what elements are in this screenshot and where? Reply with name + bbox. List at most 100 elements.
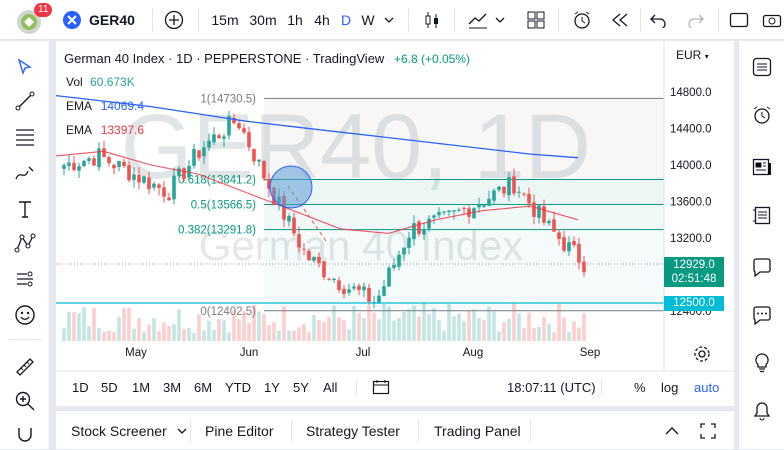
- candle-body: [432, 215, 436, 218]
- volume-bar: [487, 306, 491, 341]
- snapshot-button[interactable]: [760, 0, 784, 40]
- interval-15m[interactable]: 15m: [211, 12, 239, 28]
- interval-30m[interactable]: 30m: [249, 12, 277, 28]
- indicators-button[interactable]: [466, 0, 490, 40]
- logo-button[interactable]: 11: [8, 0, 53, 40]
- measure-tool[interactable]: [9, 353, 41, 381]
- currency-selector[interactable]: EUR ▾: [676, 48, 709, 62]
- hints-button[interactable]: [746, 347, 778, 379]
- alerts-button[interactable]: [746, 99, 778, 131]
- tab-stock-screener[interactable]: Stock Screener: [71, 411, 187, 450]
- chart-type-button[interactable]: [420, 0, 444, 40]
- volume-bar: [567, 331, 571, 341]
- volume-bar: [502, 321, 506, 341]
- range-5y[interactable]: 5Y: [293, 379, 309, 395]
- interval-1h[interactable]: 1h: [287, 12, 303, 28]
- emoji-tool[interactable]: [9, 301, 41, 329]
- ema-short-legend[interactable]: EMA 13397.6: [66, 123, 144, 137]
- zoom-tool[interactable]: [9, 387, 41, 415]
- candle-body: [112, 164, 116, 169]
- percent-toggle[interactable]: %: [634, 379, 646, 395]
- tab-pine-editor[interactable]: Pine Editor: [205, 422, 274, 439]
- last-price-value: 12929.0: [673, 259, 715, 271]
- symbol-search[interactable]: GER40: [89, 12, 135, 28]
- interval-dropdown[interactable]: [382, 0, 396, 40]
- cursor-tool[interactable]: [9, 53, 41, 81]
- candle-body: [147, 177, 151, 190]
- volume-bar: [472, 309, 476, 341]
- fib-tool[interactable]: [9, 123, 41, 151]
- candle-body: [467, 208, 471, 217]
- candle-body: [537, 205, 541, 218]
- undo-button[interactable]: [646, 0, 670, 40]
- range-3m[interactable]: 3M: [163, 379, 182, 395]
- brush-tool[interactable]: [9, 159, 41, 187]
- volume-bar: [222, 320, 226, 341]
- maximize-panel-button[interactable]: [700, 411, 716, 450]
- range-5d[interactable]: 5D: [101, 379, 118, 395]
- fullscreen-button[interactable]: [727, 0, 751, 40]
- log-toggle[interactable]: log: [661, 379, 679, 395]
- toolbar-divider: [8, 339, 42, 340]
- interval-4h[interactable]: 4h: [314, 12, 330, 28]
- price-axis[interactable]: 14800.014400.014000.013600.013200.012400…: [670, 87, 712, 318]
- candle-body: [322, 261, 326, 278]
- chart-settings-button[interactable]: [692, 344, 712, 364]
- range-ytd[interactable]: YTD: [225, 379, 251, 395]
- volume-bar: [97, 327, 101, 341]
- fibonacci-retracement[interactable]: 1(14730.5) 0.618(13841.2) 0.5(13566.5) 0.38…: [178, 93, 664, 318]
- volume-bar: [112, 332, 116, 341]
- auto-toggle[interactable]: auto: [694, 379, 720, 395]
- volume-bar: [582, 313, 586, 341]
- ema-long-legend[interactable]: EMA 14069.4: [66, 99, 144, 113]
- candle-body: [517, 191, 521, 193]
- layout-icon: [527, 11, 545, 29]
- volume-legend[interactable]: Vol 60.673K: [66, 75, 135, 89]
- candle-body: [572, 241, 576, 246]
- range-1m[interactable]: 1M: [132, 379, 151, 395]
- indicators-dropdown[interactable]: [494, 0, 506, 40]
- magnet-tool[interactable]: [9, 421, 41, 449]
- candle-body: [577, 243, 581, 263]
- volume-bar: [152, 318, 156, 341]
- tab-trading-panel[interactable]: Trading Panel: [434, 422, 521, 439]
- collapse-panel-button[interactable]: [664, 411, 680, 450]
- bell-icon: [753, 402, 771, 421]
- trend-line-tool[interactable]: [9, 87, 41, 115]
- price-chart[interactable]: GER40, 1D German 40 Index 1(14730.5)0.61…: [56, 41, 734, 406]
- forecast-tool[interactable]: [9, 265, 41, 293]
- volume-bar: [497, 331, 501, 341]
- candle-body: [497, 186, 501, 190]
- notifications-button[interactable]: [746, 395, 778, 427]
- add-symbol-button[interactable]: [162, 0, 186, 40]
- trend-line-icon: [15, 91, 35, 111]
- highlight-circle[interactable]: [269, 165, 313, 209]
- pattern-tool[interactable]: [9, 229, 41, 257]
- news-button[interactable]: [746, 151, 778, 183]
- watchlist-button[interactable]: [746, 51, 778, 83]
- volume-bar: [312, 314, 316, 341]
- chats-button[interactable]: [746, 299, 778, 331]
- interval-w[interactable]: W: [361, 12, 375, 28]
- go-to-date-button[interactable]: [372, 374, 390, 400]
- chevron-down-icon: [384, 17, 394, 23]
- data-window-button[interactable]: [746, 199, 778, 231]
- range-all[interactable]: All: [323, 379, 338, 395]
- volume-bar: [552, 332, 556, 341]
- time-axis[interactable]: May Jun Jul Aug Sep: [125, 347, 600, 359]
- candle-body: [302, 248, 306, 250]
- clock-time[interactable]: 18:07:11 (UTC): [507, 379, 596, 395]
- layout-button[interactable]: [524, 0, 548, 40]
- range-1y[interactable]: 1Y: [264, 379, 280, 395]
- text-tool[interactable]: [9, 195, 41, 223]
- ideas-button[interactable]: [746, 251, 778, 283]
- chart-pane[interactable]: GER40, 1D German 40 Index 1(14730.5) 0.61…: [56, 41, 734, 406]
- range-1d[interactable]: 1D: [72, 379, 89, 395]
- tab-strategy-tester[interactable]: Strategy Tester: [306, 422, 400, 439]
- redo-button[interactable]: [684, 0, 708, 40]
- volume-bar: [177, 309, 181, 341]
- interval-d[interactable]: D: [340, 12, 352, 28]
- replay-button[interactable]: [608, 0, 632, 40]
- range-6m[interactable]: 6M: [194, 379, 213, 395]
- alert-button[interactable]: [570, 0, 594, 40]
